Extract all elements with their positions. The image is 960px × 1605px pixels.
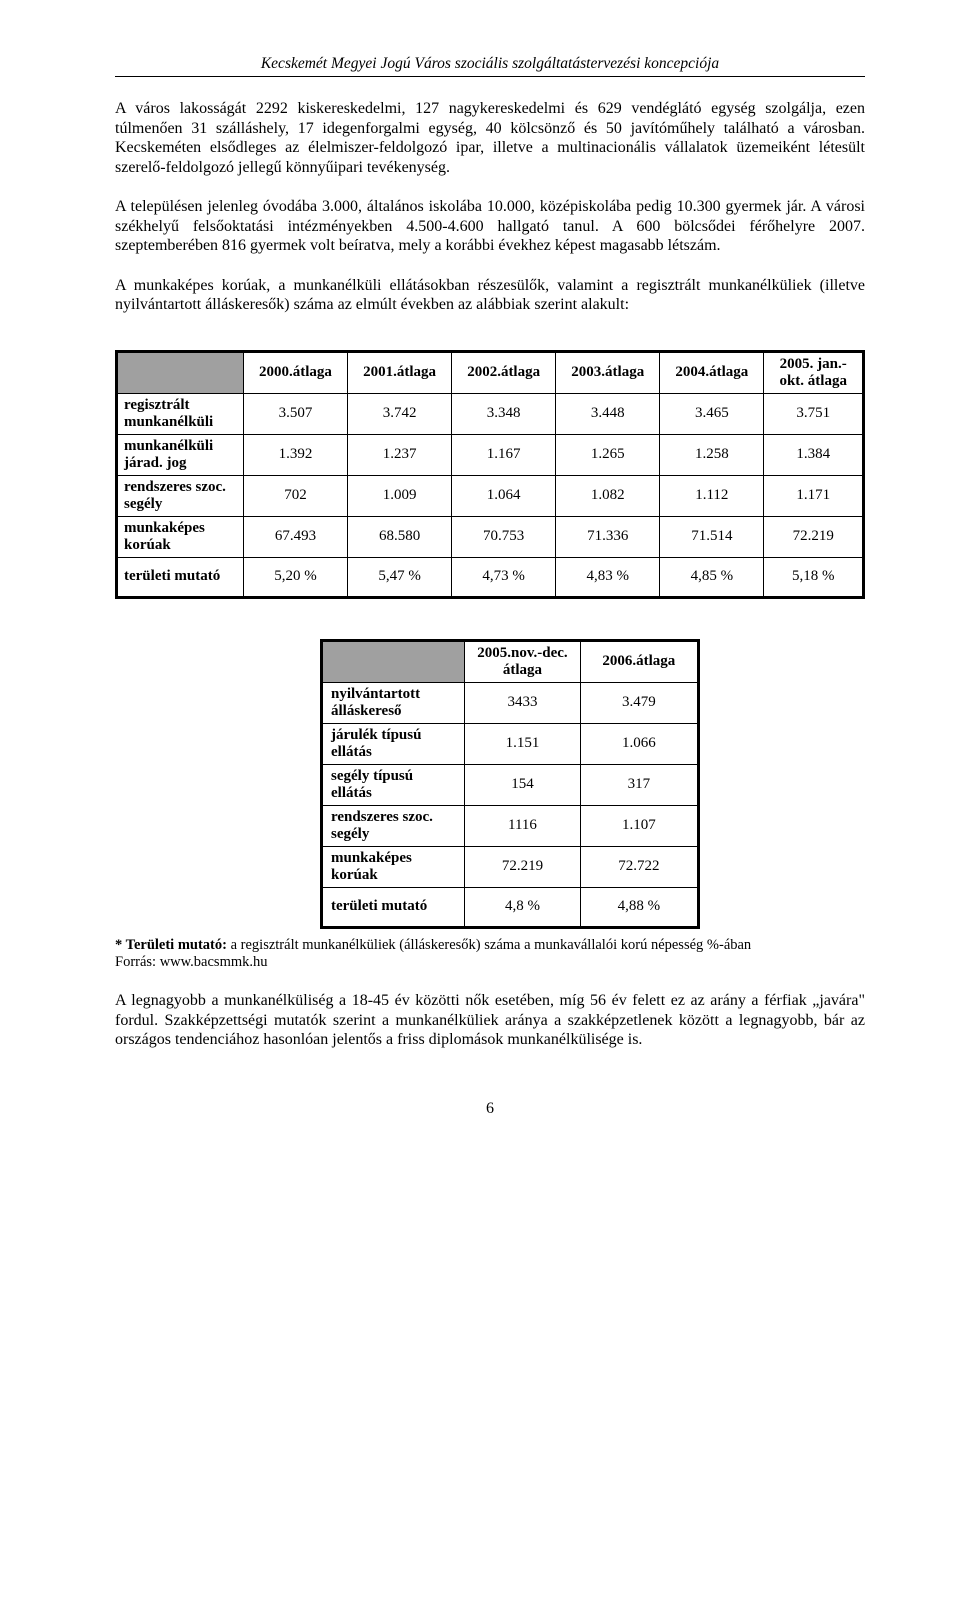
cell: 1.384 [764,434,864,475]
row-label: segély típusú ellátás [322,764,465,805]
table1-col-2: 2002.átlaga [452,351,556,393]
cell: 3.507 [243,393,347,434]
table-yearly-avg: 2000.átlaga 2001.átlaga 2002.átlaga 2003… [115,350,865,599]
cell: 70.753 [452,516,556,557]
row-label: munkaképes korúak [322,846,465,887]
row-label: regisztrált munkanélküli [117,393,244,434]
table-row: nyilvántartott álláskereső 3433 3.479 [322,682,699,723]
paragraph-1: A város lakosságát 2292 kiskereskedelmi,… [115,99,865,177]
footnote: * Területi mutató: a regisztrált munkané… [115,937,865,972]
cell: 702 [243,475,347,516]
cell: 4,83 % [556,557,660,597]
page-number: 6 [115,1100,865,1118]
table-row: rendszeres szoc. segély 702 1.009 1.064 … [117,475,864,516]
cell: 3.448 [556,393,660,434]
row-label: rendszeres szoc. segély [322,805,465,846]
cell: 5,20 % [243,557,347,597]
table2-col-1: 2006.átlaga [580,640,698,682]
table-row: munkaképes korúak 72.219 72.722 [322,846,699,887]
cell: 72.722 [580,846,698,887]
cell: 67.493 [243,516,347,557]
row-label: területi mutató [322,887,465,927]
row-label: nyilvántartott álláskereső [322,682,465,723]
cell: 1.009 [348,475,452,516]
cell: 1.258 [660,434,764,475]
table-row: rendszeres szoc. segély 1116 1.107 [322,805,699,846]
table1-col-5: 2005. jan.-okt. átlaga [764,351,864,393]
table-row: területi mutató 4,8 % 4,88 % [322,887,699,927]
footnote-source: Forrás: www.bacsmmk.hu [115,954,268,970]
cell: 1.064 [452,475,556,516]
cell: 3.465 [660,393,764,434]
cell: 5,18 % [764,557,864,597]
cell: 1.392 [243,434,347,475]
cell: 5,47 % [348,557,452,597]
row-label: munkaképes korúak [117,516,244,557]
table-row: munkanélküli járad. jog 1.392 1.237 1.16… [117,434,864,475]
cell: 72.219 [465,846,580,887]
cell: 1.237 [348,434,452,475]
table-row: területi mutató 5,20 % 5,47 % 4,73 % 4,8… [117,557,864,597]
page-header: Kecskemét Megyei Jogú Város szociális sz… [115,55,865,77]
paragraph-4: A legnagyobb a munkanélküliség a 18-45 é… [115,991,865,1050]
footnote-text: a regisztrált munkanélküliek (álláskeres… [227,937,751,953]
cell: 4,8 % [465,887,580,927]
cell: 4,73 % [452,557,556,597]
cell: 1116 [465,805,580,846]
table-row: regisztrált munkanélküli 3.507 3.742 3.3… [117,393,864,434]
cell: 1.151 [465,723,580,764]
cell: 154 [465,764,580,805]
table1-col-1: 2001.átlaga [348,351,452,393]
table-row: munkaképes korúak 67.493 68.580 70.753 7… [117,516,864,557]
cell: 1.107 [580,805,698,846]
paragraph-2: A településen jelenleg óvodába 3.000, ál… [115,197,865,256]
cell: 1.167 [452,434,556,475]
table2-col-0: 2005.nov.-dec. átlaga [465,640,580,682]
cell: 3433 [465,682,580,723]
table1-corner [117,351,244,393]
cell: 317 [580,764,698,805]
cell: 1.171 [764,475,864,516]
cell: 1.066 [580,723,698,764]
table-2005-2006: 2005.nov.-dec. átlaga 2006.átlaga nyilvá… [320,639,700,929]
cell: 4,88 % [580,887,698,927]
cell: 71.336 [556,516,660,557]
table-row: járulék típusú ellátás 1.151 1.066 [322,723,699,764]
table2-corner [322,640,465,682]
table1-col-4: 2004.átlaga [660,351,764,393]
table1-col-0: 2000.átlaga [243,351,347,393]
table1-col-3: 2003.átlaga [556,351,660,393]
cell: 1.265 [556,434,660,475]
cell: 68.580 [348,516,452,557]
cell: 3.479 [580,682,698,723]
cell: 1.112 [660,475,764,516]
row-label: területi mutató [117,557,244,597]
cell: 3.742 [348,393,452,434]
footnote-label: * Területi mutató: [115,937,227,953]
table-row: segély típusú ellátás 154 317 [322,764,699,805]
cell: 3.751 [764,393,864,434]
paragraph-3: A munkaképes korúak, a munkanélküli ellá… [115,276,865,315]
cell: 72.219 [764,516,864,557]
cell: 3.348 [452,393,556,434]
cell: 1.082 [556,475,660,516]
row-label: rendszeres szoc. segély [117,475,244,516]
cell: 4,85 % [660,557,764,597]
cell: 71.514 [660,516,764,557]
row-label: munkanélküli járad. jog [117,434,244,475]
row-label: járulék típusú ellátás [322,723,465,764]
